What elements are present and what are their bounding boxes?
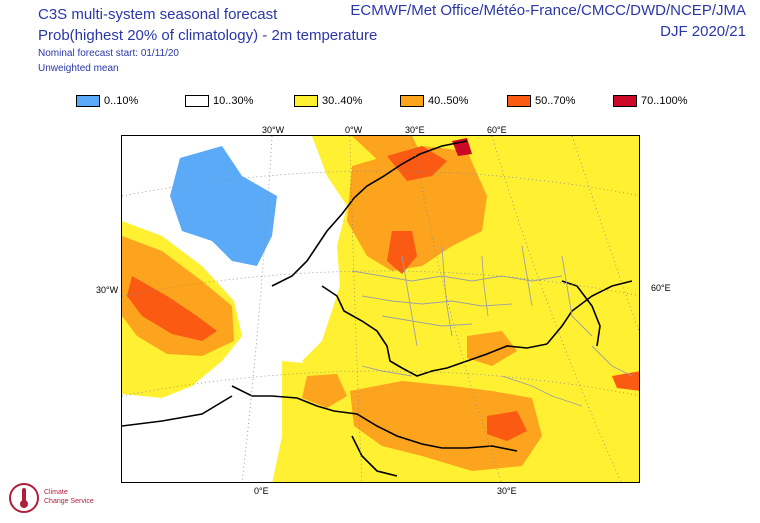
legend-label: 10..30% [213, 95, 254, 107]
legend-swatch [76, 95, 100, 107]
legend-item-0-10: 0..10% [76, 95, 138, 107]
legend-item-40-50: 40..50% [400, 95, 468, 107]
legend-item-70-100: 70..100% [613, 95, 687, 107]
legend-label: 30..40% [322, 95, 363, 107]
season-label: DJF 2020/21 [660, 23, 746, 40]
graticule [122, 136, 639, 482]
lat-label-left: 30°W [96, 285, 119, 295]
legend-label: 40..50% [428, 95, 469, 107]
legend-item-30-40: 30..40% [294, 95, 362, 107]
prob-region-50-70-east [612, 371, 639, 391]
mean-type: Unweighted mean [38, 63, 119, 74]
prob-region-40-50-iberia [302, 374, 347, 408]
legend-swatch [400, 95, 424, 107]
lon-label-30e: 30°E [405, 125, 425, 135]
legend-label: 70..100% [641, 95, 688, 107]
legend-swatch [613, 95, 637, 107]
lon-label-60e: 60°E [487, 125, 507, 135]
map-canvas [122, 136, 639, 482]
lon-label-0: 0°W [345, 125, 363, 135]
country-borders [351, 245, 633, 407]
climate-logo-icon [9, 483, 39, 513]
prob-region-50-70-atlantic [127, 276, 217, 341]
copernicus-logo: Climate Change Service [6, 478, 116, 518]
logo-text-line2: Change Service [44, 498, 94, 505]
logo-text-line1: Climate [44, 489, 68, 496]
lon-label-30w: 30°W [262, 125, 285, 135]
title: C3S multi-system seasonal forecast [38, 6, 278, 23]
lon-label-bottom-0: 0°E [254, 486, 269, 496]
legend-swatch [294, 95, 318, 107]
forecast-map[interactable] [121, 135, 640, 483]
prob-region-40-50-med [350, 381, 542, 471]
subtitle: Prob(highest 20% of climatology) - 2m te… [38, 27, 378, 44]
prob-region-50-70-med [487, 411, 527, 441]
lon-label-bottom-30e: 30°E [497, 486, 517, 496]
legend-swatch [185, 95, 209, 107]
legend-item-10-30: 10..30% [185, 95, 253, 107]
forecast-start: Nominal forecast start: 01/11/20 [38, 48, 179, 59]
prob-region-50-70-baltic [387, 231, 417, 274]
legend-label: 0..10% [104, 95, 139, 107]
legend-item-50-70: 50..70% [507, 95, 575, 107]
source-centres: ECMWF/Met Office/Météo-France/CMCC/DWD/N… [350, 2, 746, 19]
prob-region-0-10 [170, 146, 277, 266]
legend-swatch [507, 95, 531, 107]
legend-label: 50..70% [535, 95, 576, 107]
lon-label-right: 60°E [651, 283, 671, 293]
